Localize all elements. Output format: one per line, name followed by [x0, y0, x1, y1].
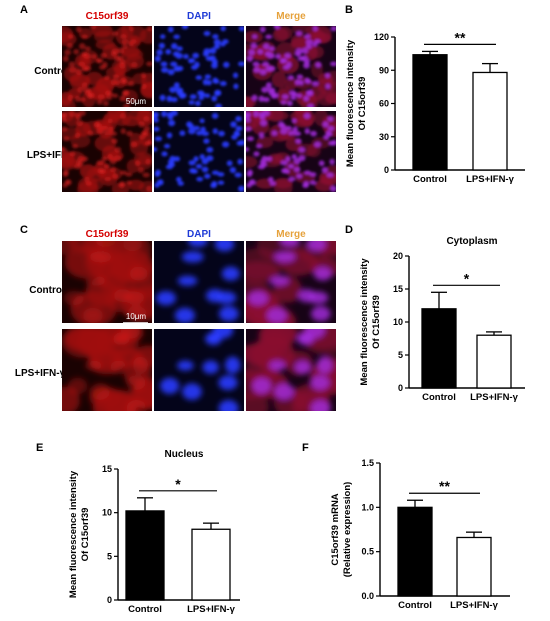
chart-b: 0 30 60 90 120 Control LPS+IFN-γ ** Mean fluores…	[345, 29, 525, 185]
panel-c-image-row2-red	[62, 329, 152, 411]
panel-a-image-row2-red	[62, 111, 152, 192]
panel-a-image-row2-merge	[246, 111, 336, 192]
chart-f-ytick-label: 1.0	[361, 502, 374, 512]
chart-b-ytick-label: 0	[384, 165, 389, 175]
chart-f-bar-0	[397, 506, 433, 597]
chart-d-ytick-label: 15	[393, 284, 403, 294]
chart-d-ytick-label: 10	[393, 317, 403, 327]
chart-d-bar-1	[476, 334, 512, 389]
chart-d-category-label-1: LPS+IFN-γ	[470, 392, 518, 403]
panel-letter-a: A	[20, 4, 28, 16]
panel-c-micrograph-grid	[62, 241, 336, 411]
chart-d-ylabel: Mean fluorescence intensityOf C15orf39	[359, 258, 382, 386]
chart-e-ytick-label: 0	[107, 595, 112, 605]
chart-e-title: Nucleus	[165, 449, 204, 460]
panel-a-image-row1-blue	[154, 26, 244, 107]
chart-e-bar-1	[191, 528, 231, 601]
panel-letter-c: C	[20, 224, 28, 236]
chart-e-category-label-0: Control	[128, 604, 162, 615]
panel-c-image-row2-merge	[246, 329, 336, 411]
chart-d-title: Cytoplasm	[446, 236, 497, 247]
panel-a-scale-bar-label: 50μm	[126, 97, 147, 106]
panel-c-scale-bar-label: 10μm	[126, 312, 147, 321]
panel-c-row-label-control: Control	[29, 285, 65, 296]
panel-a-micrograph-grid	[62, 26, 336, 192]
chart-e-ytick-label: 15	[102, 464, 112, 474]
chart-e-category-label-1: LPS+IFN-γ	[187, 604, 235, 615]
panel-c-image-row1-blue	[154, 241, 244, 323]
panel-c-header-c15orf39: C15orf39	[86, 229, 129, 240]
chart-f-ytick-label: 0.5	[361, 547, 374, 557]
chart-d-ytick-label: 20	[393, 251, 403, 261]
chart-d-ytick-label: 5	[398, 350, 403, 360]
panel-c-header-merge: Merge	[276, 229, 306, 240]
chart-e-ytick-label: 5	[107, 551, 112, 561]
chart-f-category-label-0: Control	[398, 600, 432, 611]
chart-f-ylabel: C15orf39 mRNA(Relative expression)	[330, 482, 353, 578]
chart-d-significance-label: *	[464, 270, 470, 286]
panel-a-row-label-control: Control	[34, 66, 70, 77]
panel-letter-d: D	[345, 224, 353, 236]
panel-a-image-row2-blue	[154, 111, 244, 192]
panel-a-header-merge: Merge	[276, 11, 306, 22]
chart-d: 0 5 10 15 20 Control LPS+IFN-γ * Cytoplasm Mean f…	[359, 236, 525, 403]
panel-a-header-c15orf39: C15orf39	[86, 11, 129, 22]
chart-d-ytick-label: 0	[398, 383, 403, 393]
panel-c-row-label-treated: LPS+IFN-γ	[15, 368, 66, 379]
panel-letter-b: B	[345, 4, 353, 16]
chart-f-ytick-label: 1.5	[361, 458, 374, 468]
chart-b-ytick-label: 90	[379, 65, 389, 75]
chart-e-ylabel: Mean fluorescence intensityOf C15orf39	[68, 470, 91, 598]
chart-f-bar-1	[456, 536, 492, 597]
panel-c-image-row1-merge	[246, 241, 336, 323]
panel-letter-f: F	[302, 442, 309, 454]
chart-b-category-label-0: Control	[413, 174, 447, 185]
panel-letter-e: E	[36, 442, 43, 454]
chart-e-bar-0	[125, 510, 165, 601]
chart-d-category-label-0: Control	[422, 392, 456, 403]
chart-f-ytick-label: 0.0	[361, 591, 374, 601]
chart-b-ytick-label: 120	[374, 32, 389, 42]
chart-d-bar-0	[421, 308, 457, 389]
chart-b-significance-label: **	[455, 29, 466, 45]
chart-b-ylabel: Mean fluorescence intensityOf C15orf39	[345, 39, 368, 167]
panel-c-header-dapi: DAPI	[187, 229, 211, 240]
chart-b-ytick-label: 60	[379, 99, 389, 109]
chart-e-ytick-label: 10	[102, 508, 112, 518]
chart-b-category-label-1: LPS+IFN-γ	[466, 174, 514, 185]
chart-f-significance-label: **	[439, 478, 450, 494]
chart-e-significance-label: *	[175, 476, 181, 492]
chart-b-ytick-label: 30	[379, 132, 389, 142]
panel-a-image-row1-merge	[246, 26, 336, 107]
panel-c-image-row1-red	[62, 241, 152, 323]
panel-c-image-row2-blue	[154, 329, 244, 411]
chart-b-bar-0	[412, 54, 448, 171]
panel-a-image-row1-red	[62, 26, 152, 107]
chart-b-bar-1	[472, 71, 508, 171]
panel-a-header-dapi: DAPI	[187, 11, 211, 22]
chart-f-category-label-1: LPS+IFN-γ	[450, 600, 498, 611]
chart-e: 0 5 10 15 Control LPS+IFN-γ * Nucleus Mean fluor…	[68, 449, 240, 615]
chart-f: 0.0 0.5 1.0 1.5 Control LPS+IFN-γ ** C15orf39 m…	[330, 458, 510, 611]
panel-a-row-label-treated: LPS+IFN-γ	[27, 150, 78, 161]
